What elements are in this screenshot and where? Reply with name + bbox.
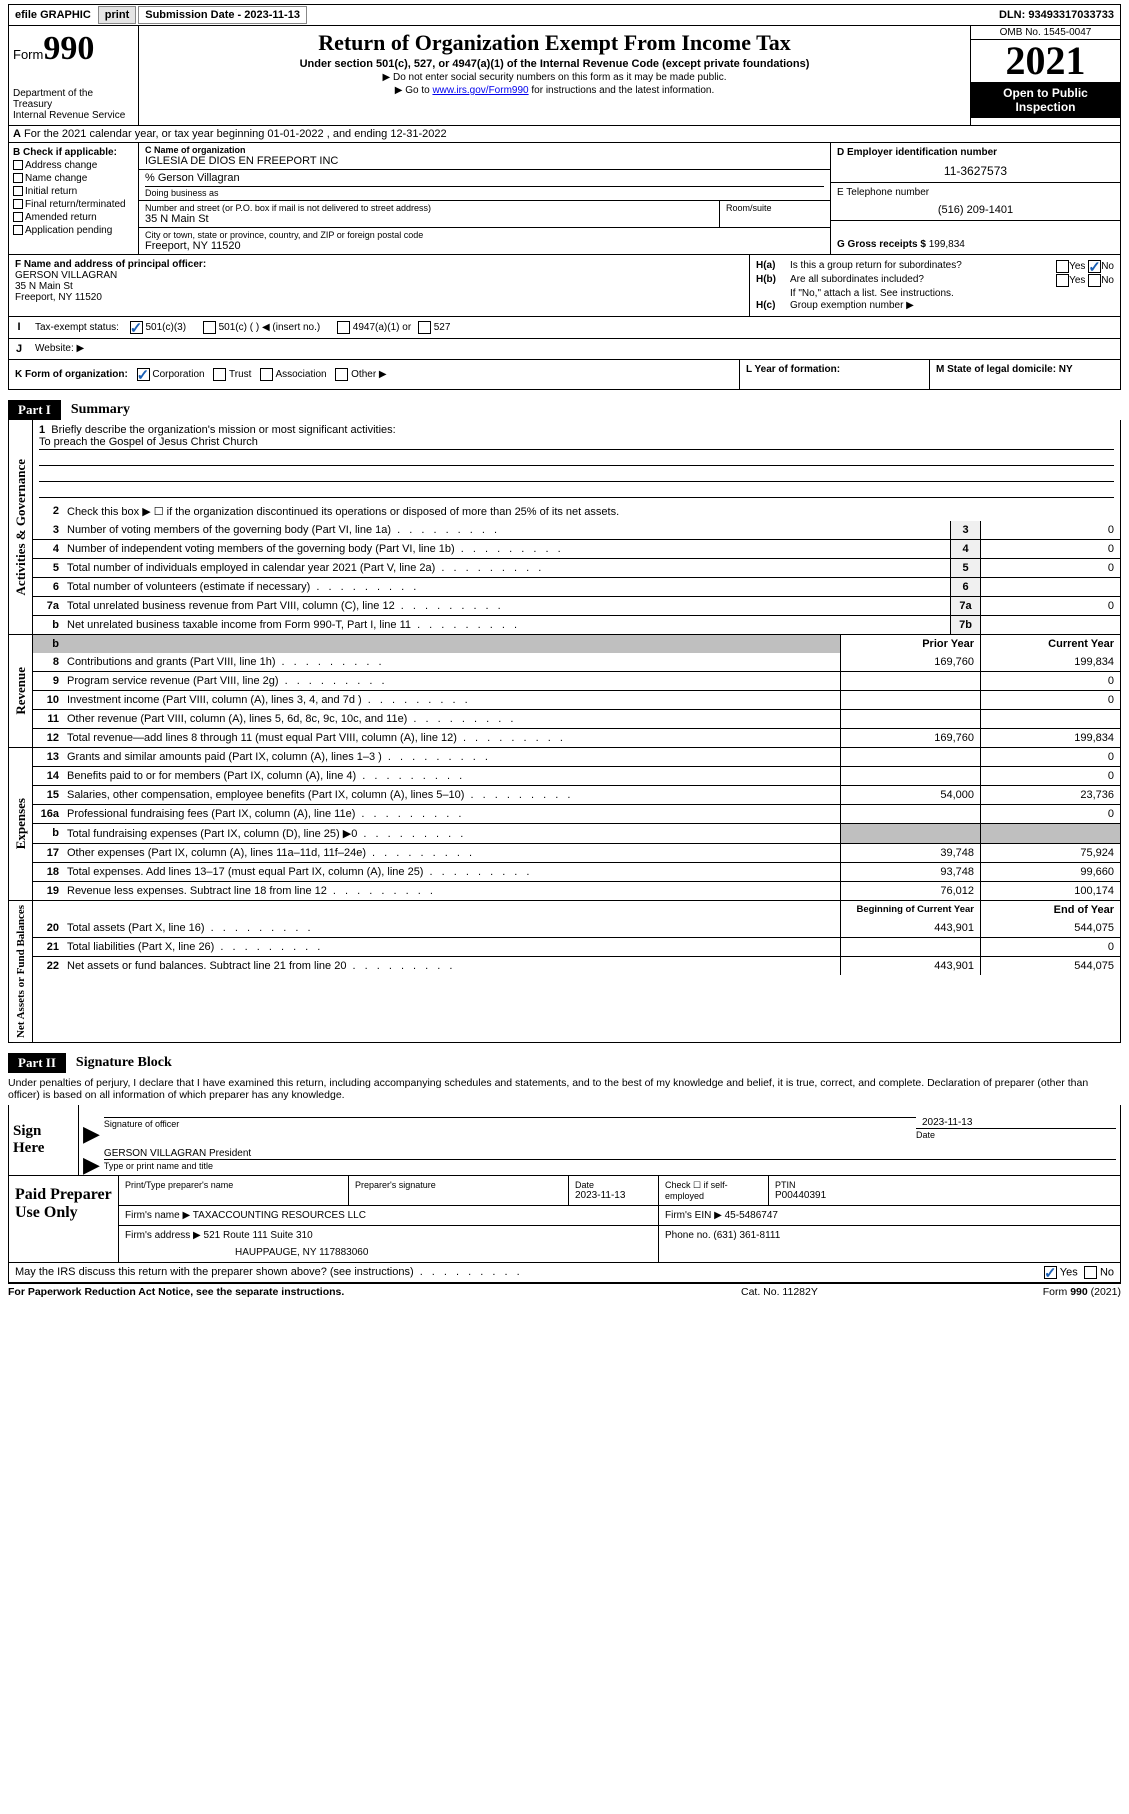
principal-officer: F Name and address of principal officer:…: [9, 255, 750, 316]
line-22: 22Net assets or fund balances. Subtract …: [33, 956, 1120, 975]
activities-governance-label: Activities & Governance: [11, 455, 31, 599]
irs-link[interactable]: www.irs.gov/Form990: [432, 85, 528, 96]
address-row: Number and street (or P.O. box if mail i…: [139, 201, 830, 228]
city-row: City or town, state or province, country…: [139, 228, 830, 254]
net-assets-label: Net Assets or Fund Balances: [13, 901, 29, 1042]
ein-row: D Employer identification number 11-3627…: [831, 143, 1120, 183]
line-7a: 7aTotal unrelated business revenue from …: [33, 596, 1120, 615]
line-b: bNet unrelated business taxable income f…: [33, 615, 1120, 634]
line-13: 13Grants and similar amounts paid (Part …: [33, 748, 1120, 766]
form-note-2: ▶ Go to www.irs.gov/Form990 for instruct…: [145, 85, 964, 96]
submission-date: Submission Date - 2023-11-13: [138, 6, 307, 24]
form-of-org: K Form of organization: Corporation Trus…: [9, 360, 740, 389]
beg-end-header: Beginning of Current YearEnd of Year: [33, 901, 1120, 919]
checkbox-column-b: B Check if applicable: Address change Na…: [9, 143, 139, 254]
form-subtitle: Under section 501(c), 527, or 4947(a)(1)…: [145, 58, 964, 70]
line-16a: 16aProfessional fundraising fees (Part I…: [33, 804, 1120, 823]
line-20: 20Total assets (Part X, line 16)443,9015…: [33, 919, 1120, 937]
line-21: 21Total liabilities (Part X, line 26)0: [33, 937, 1120, 956]
line-18: 18Total expenses. Add lines 13–17 (must …: [33, 862, 1120, 881]
dln: DLN: 93493317033733: [993, 7, 1120, 23]
line-3: 3Number of voting members of the governi…: [33, 521, 1120, 539]
mission-block: 1 Briefly describe the organization's mi…: [33, 420, 1120, 502]
form-header: Form990 Department of the Treasury Inter…: [8, 26, 1121, 126]
line-b: bTotal fundraising expenses (Part IX, co…: [33, 823, 1120, 843]
year-of-formation: L Year of formation:: [740, 360, 930, 389]
penalty-statement: Under penalties of perjury, I declare th…: [8, 1073, 1121, 1105]
form-title: Return of Organization Exempt From Incom…: [145, 30, 964, 56]
line-6: 6Total number of volunteers (estimate if…: [33, 577, 1120, 596]
tax-exempt-status: Tax-exempt status: 501(c)(3) 501(c) ( ) …: [29, 317, 1120, 338]
line-17: 17Other expenses (Part IX, column (A), l…: [33, 843, 1120, 862]
form-number: Form990: [13, 30, 134, 68]
paid-preparer-block: Paid Preparer Use Only Print/Type prepar…: [8, 1176, 1121, 1263]
org-name-row: C Name of organization IGLESIA DE DIOS E…: [139, 143, 830, 170]
website-row: Website: ▶: [29, 339, 1120, 359]
department: Department of the Treasury Internal Reve…: [13, 88, 134, 121]
line-4: 4Number of independent voting members of…: [33, 539, 1120, 558]
tax-year: 2021: [971, 40, 1120, 82]
telephone-row: E Telephone number (516) 209-1401: [831, 183, 1120, 221]
form-note-1: ▶ Do not enter social security numbers o…: [145, 72, 964, 83]
line-19: 19Revenue less expenses. Subtract line 1…: [33, 881, 1120, 900]
page-footer: For Paperwork Reduction Act Notice, see …: [8, 1283, 1121, 1300]
line-10: 10Investment income (Part VIII, column (…: [33, 690, 1120, 709]
line-15: 15Salaries, other compensation, employee…: [33, 785, 1120, 804]
group-return-section: H(a)Is this a group return for subordina…: [750, 255, 1120, 316]
efile-label: efile GRAPHIC: [9, 7, 97, 23]
open-public: Open to Public Inspection: [971, 82, 1120, 118]
state-of-domicile: M State of legal domicile: NY: [930, 360, 1120, 389]
part-1-header: Part I Summary: [8, 400, 1121, 420]
line-12: 12Total revenue—add lines 8 through 11 (…: [33, 728, 1120, 747]
may-irs-discuss: May the IRS discuss this return with the…: [8, 1263, 1121, 1283]
line-5: 5Total number of individuals employed in…: [33, 558, 1120, 577]
part-2-header: Part II Signature Block: [8, 1053, 1121, 1073]
gross-receipts-row: G Gross receipts $ 199,834: [831, 221, 1120, 254]
prior-current-header: bPrior YearCurrent Year: [33, 635, 1120, 653]
revenue-label: Revenue: [11, 663, 31, 719]
row-a-calendar-year: A For the 2021 calendar year, or tax yea…: [8, 126, 1121, 143]
expenses-label: Expenses: [11, 794, 31, 853]
top-toolbar: efile GRAPHIC print Submission Date - 20…: [8, 4, 1121, 26]
line-9: 9Program service revenue (Part VIII, lin…: [33, 671, 1120, 690]
signature-block: Sign Here ▶ Signature of officer 2023-11…: [8, 1105, 1121, 1176]
line-14: 14Benefits paid to or for members (Part …: [33, 766, 1120, 785]
print-button[interactable]: print: [98, 6, 136, 24]
care-of-row: % Gerson Villagran Doing business as: [139, 170, 830, 201]
line-11: 11Other revenue (Part VIII, column (A), …: [33, 709, 1120, 728]
line-8: 8Contributions and grants (Part VIII, li…: [33, 653, 1120, 671]
